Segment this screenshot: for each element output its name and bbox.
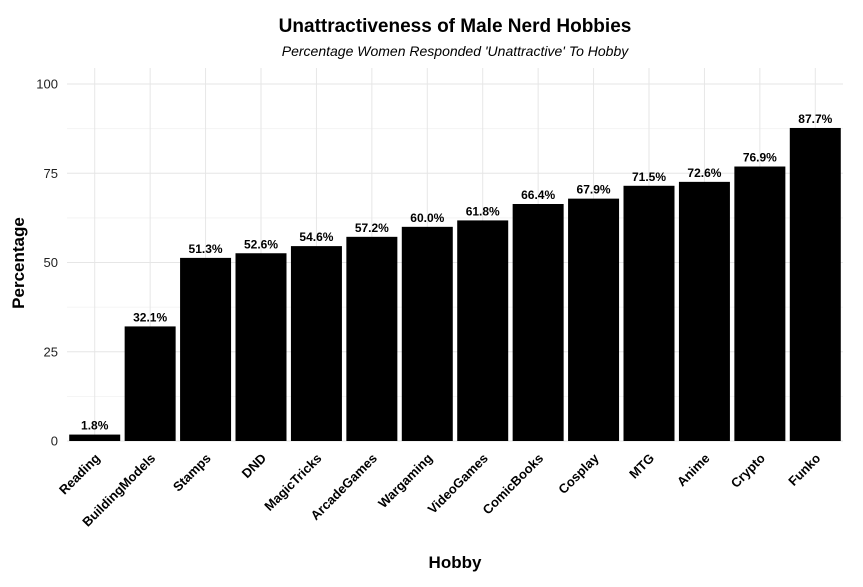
x-axis-title: Hobby xyxy=(429,553,482,572)
x-tick-label: Stamps xyxy=(170,451,214,495)
data-label: 72.6% xyxy=(687,166,721,180)
data-label: 87.7% xyxy=(798,112,832,126)
data-label: 71.5% xyxy=(632,170,666,184)
bar-stamps xyxy=(180,257,232,441)
x-tick-label: Funko xyxy=(785,450,823,488)
x-tick-label: Crypto xyxy=(728,450,768,490)
chart-subtitle: Percentage Women Responded 'Unattractive… xyxy=(282,43,629,59)
bar-cosplay xyxy=(568,198,620,441)
bar-magictricks xyxy=(290,246,342,441)
data-label: 1.8% xyxy=(81,419,109,433)
x-tick-label: DND xyxy=(239,451,270,482)
data-label: 54.6% xyxy=(299,230,333,244)
data-labels-layer: 1.8% 32.1% 51.3% 52.6% 54.6% 57.2% 60.0% 61.8% 6… xyxy=(81,112,833,433)
x-tick-label: Anime xyxy=(674,451,713,490)
y-tick-label: 0 xyxy=(51,434,58,449)
data-label: 76.9% xyxy=(743,151,777,165)
bar-buildingmodels xyxy=(124,326,176,441)
bar-videogames xyxy=(457,220,509,441)
x-tick-label: Wargaming xyxy=(375,450,435,510)
y-tick-label: 100 xyxy=(36,77,58,92)
data-label: 60.0% xyxy=(410,211,444,225)
x-tick-label: Reading xyxy=(56,450,103,497)
data-label: 66.4% xyxy=(521,188,555,202)
bars-layer xyxy=(69,127,841,442)
bar-comicbooks xyxy=(512,203,564,441)
x-tick-label: MTG xyxy=(626,451,657,482)
data-label: 52.6% xyxy=(244,237,278,251)
y-axis-ticks: 0 25 50 75 100 xyxy=(36,77,58,449)
bar-arcadegames xyxy=(346,236,398,441)
bar-mtg xyxy=(623,185,675,441)
y-tick-label: 75 xyxy=(44,166,58,181)
bar-crypto xyxy=(734,166,786,441)
x-tick-label: Cosplay xyxy=(555,450,602,497)
data-label: 67.9% xyxy=(577,183,611,197)
bar-reading xyxy=(69,434,121,441)
chart-title: Unattractiveness of Male Nerd Hobbies xyxy=(279,16,632,37)
y-tick-label: 50 xyxy=(44,255,58,270)
data-label: 61.8% xyxy=(466,204,500,218)
bar-dnd xyxy=(235,253,287,441)
bar-wargaming xyxy=(401,226,453,441)
data-label: 51.3% xyxy=(189,242,223,256)
data-label: 57.2% xyxy=(355,221,389,235)
bar-anime xyxy=(678,181,730,441)
y-axis-title: Percentage xyxy=(9,217,28,309)
data-label: 32.1% xyxy=(133,310,167,324)
y-tick-label: 25 xyxy=(44,344,58,359)
bar-funko xyxy=(789,127,841,442)
